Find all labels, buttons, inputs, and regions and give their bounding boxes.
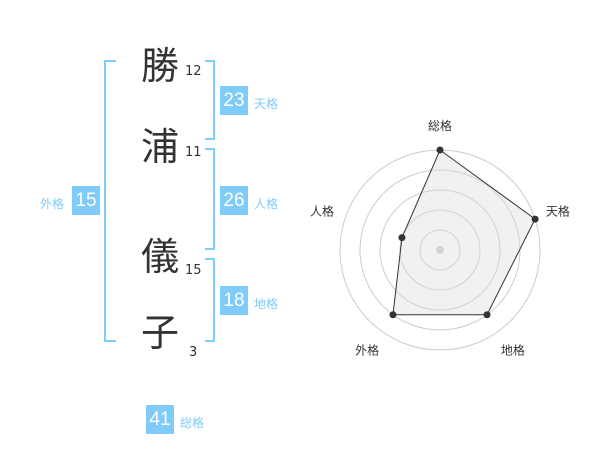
chikaku-label: 地格 <box>254 297 279 311</box>
gaikaku-value: 15 <box>72 186 100 215</box>
grid-circle <box>379 189 501 311</box>
soukaku-label: 総格 <box>180 416 205 430</box>
name-char: 子 <box>140 311 179 355</box>
data-point <box>398 234 406 242</box>
tenkaku-value: 23 <box>220 86 248 115</box>
gaikaku-label: 外格 <box>40 197 65 211</box>
name-char: 浦 <box>140 125 179 169</box>
data-point <box>389 311 397 319</box>
axis-label: 外格 <box>355 342 379 357</box>
stroke-count: 11 <box>185 145 202 160</box>
grid-circle <box>399 209 481 291</box>
gaikaku-bracket <box>104 60 116 342</box>
grid-circle <box>419 229 461 271</box>
chikaku-bracket <box>205 258 215 342</box>
data-point <box>436 146 444 154</box>
tenkaku-label: 天格 <box>254 97 279 111</box>
axis-label: 総格 <box>428 118 452 133</box>
chikaku-value: 18 <box>220 286 248 315</box>
data-point <box>483 311 491 319</box>
data-polygon <box>392 149 536 316</box>
tenkaku-bracket <box>205 60 215 140</box>
axis-label: 人格 <box>310 204 334 219</box>
data-point <box>531 215 539 223</box>
axis-label: 天格 <box>546 204 570 219</box>
stroke-count: 12 <box>185 64 202 79</box>
name-char: 儀 <box>140 235 179 279</box>
center-dot <box>436 246 444 254</box>
jinkaku-value: 26 <box>220 186 248 215</box>
axis-label: 地格 <box>501 342 525 357</box>
stroke-count: 15 <box>185 263 202 278</box>
soukaku-value: 41 <box>146 405 174 434</box>
jinkaku-bracket <box>205 148 215 250</box>
stroke-count: 3 <box>189 345 198 360</box>
jinkaku-label: 人格 <box>254 197 279 211</box>
name-char: 勝 <box>140 44 179 88</box>
